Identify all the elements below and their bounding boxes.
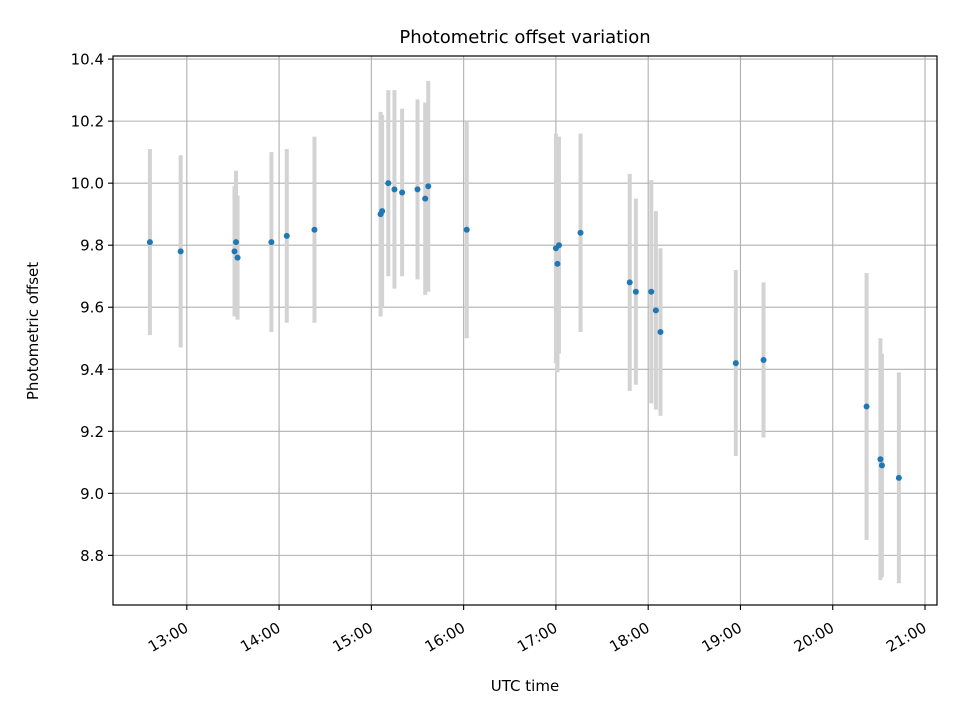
- data-point: [626, 279, 633, 286]
- data-point: [577, 229, 584, 236]
- y-tick-label: 9.4: [80, 361, 104, 379]
- error-bars: [147, 80, 901, 584]
- x-tick-label: 18:00: [606, 619, 652, 656]
- data-point: [632, 288, 639, 295]
- data-points: [146, 180, 902, 481]
- data-point: [146, 239, 153, 246]
- y-tick-label: 10.4: [71, 51, 104, 69]
- chart-title: Photometric offset variation: [399, 27, 650, 48]
- data-point: [657, 329, 664, 336]
- y-tick-label: 9.0: [80, 485, 104, 503]
- data-point: [648, 288, 655, 295]
- data-point: [414, 186, 421, 193]
- grid-lines: [113, 56, 937, 605]
- x-tick-label: 14:00: [237, 619, 283, 656]
- data-point: [877, 456, 884, 463]
- data-point: [231, 248, 238, 255]
- y-tick-label: 10.0: [71, 175, 104, 193]
- y-tick-label: 9.2: [80, 423, 104, 441]
- y-tick-label: 8.8: [80, 547, 104, 565]
- data-point: [422, 195, 429, 202]
- data-point: [311, 226, 318, 233]
- data-point: [652, 307, 659, 314]
- x-tick-label: 17:00: [514, 619, 560, 656]
- data-point: [878, 462, 885, 469]
- x-tick-label: 16:00: [422, 619, 468, 656]
- y-tick-label: 10.2: [71, 113, 104, 131]
- x-tick-label: 19:00: [699, 619, 745, 656]
- data-point: [391, 186, 398, 193]
- y-tick-label: 9.6: [80, 299, 104, 317]
- x-axis-label: UTC time: [491, 677, 559, 695]
- plot-area-frame: [112, 55, 938, 606]
- y-axis-label: Photometric offset: [24, 262, 42, 400]
- data-point: [233, 239, 240, 246]
- data-point: [425, 183, 432, 190]
- x-tick-label: 21:00: [883, 619, 929, 656]
- x-axis-ticks: 13:00 14:00 15:00 16:00 17:00 18:00 19:00 20:00…: [145, 605, 930, 656]
- data-point: [268, 239, 275, 246]
- data-point: [399, 189, 406, 196]
- data-point: [895, 474, 902, 481]
- y-tick-label: 9.8: [80, 237, 104, 255]
- data-point: [177, 248, 184, 255]
- data-point: [554, 260, 561, 267]
- x-tick-label: 20:00: [791, 619, 837, 656]
- x-tick-label: 13:00: [145, 619, 191, 656]
- data-point: [555, 242, 562, 249]
- data-point: [463, 226, 470, 233]
- data-point: [385, 180, 392, 187]
- data-point: [379, 208, 386, 215]
- y-axis-ticks: 8.8 9.0 9.2 9.4 9.6 9.8 10.0 10.2 10.4: [71, 51, 113, 565]
- data-point: [283, 232, 290, 239]
- data-point: [234, 254, 241, 261]
- x-tick-label: 15:00: [330, 619, 376, 656]
- data-point: [760, 356, 767, 363]
- data-point: [863, 403, 870, 410]
- data-point: [732, 360, 739, 367]
